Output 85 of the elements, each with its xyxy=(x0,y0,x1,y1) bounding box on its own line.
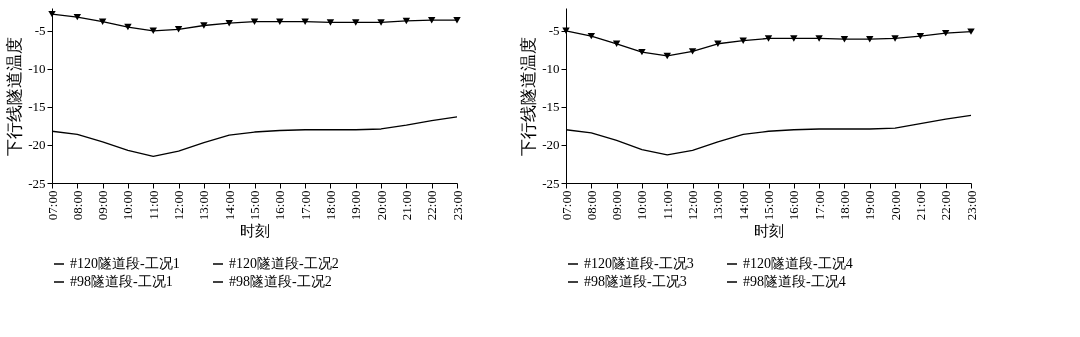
point xyxy=(453,16,461,24)
x-tick-label: 08:00 xyxy=(583,190,599,221)
x-tick-label: 23:00 xyxy=(963,190,979,221)
x-tick-label: 21:00 xyxy=(398,190,414,221)
y-tick-label: -15 xyxy=(542,99,560,115)
x-tick-label: 19:00 xyxy=(862,190,878,221)
legend-label: #120隧道段-工况4 xyxy=(743,256,853,271)
point xyxy=(815,35,823,42)
point xyxy=(967,28,975,35)
x-tick-label: 19:00 xyxy=(348,190,364,221)
legend-label: #98隧道段-工况1 xyxy=(70,274,173,289)
point xyxy=(941,29,950,37)
x-tick-label: 18:00 xyxy=(836,190,852,221)
point xyxy=(916,32,925,40)
x-tick-label: 15:00 xyxy=(761,190,776,221)
x-tick-label: 14:00 xyxy=(221,190,237,221)
y-tick-label: -10 xyxy=(28,61,46,77)
y-tick-label: -5 xyxy=(34,23,46,39)
x-tick-label: 22:00 xyxy=(938,190,954,221)
x-axis-title: 时刻 xyxy=(240,223,270,240)
point xyxy=(326,19,335,26)
point xyxy=(764,35,773,42)
x-tick-label: 21:00 xyxy=(912,190,928,221)
x-tick-label: 18:00 xyxy=(322,190,338,221)
point xyxy=(73,13,82,21)
point xyxy=(200,22,208,29)
point xyxy=(174,26,183,33)
x-tick-label: 11:00 xyxy=(145,190,161,220)
x-tick-label: 12:00 xyxy=(685,190,701,221)
legend-label: #98隧道段-工况2 xyxy=(229,274,332,289)
x-tick-label: 17:00 xyxy=(297,190,313,221)
x-tick-label: 08:00 xyxy=(69,190,85,221)
point xyxy=(840,35,849,43)
point xyxy=(638,48,646,56)
y-tick-label: -5 xyxy=(548,23,560,39)
legend-label: #98隧道段-工况4 xyxy=(743,274,846,289)
x-tick-label: 09:00 xyxy=(609,190,625,221)
point xyxy=(225,20,233,27)
y-tick-label: -15 xyxy=(28,99,46,115)
x-tick-label: 07:00 xyxy=(44,190,60,221)
point xyxy=(377,19,385,26)
point xyxy=(276,18,284,25)
point xyxy=(402,17,411,25)
x-tick-label: 13:00 xyxy=(196,190,212,221)
y-axis-title: 下行线隧道温度 xyxy=(519,36,539,156)
x-tick-label: 16:00 xyxy=(272,190,288,221)
y-tick-label: -20 xyxy=(542,137,560,153)
point xyxy=(48,10,56,18)
x-tick-label: 23:00 xyxy=(449,190,465,221)
y-tick-label: -25 xyxy=(542,175,560,191)
point xyxy=(301,18,309,25)
x-tick-label: 22:00 xyxy=(424,190,440,221)
point xyxy=(587,32,596,40)
point xyxy=(688,48,697,55)
x-tick-label: 12:00 xyxy=(171,190,187,221)
point xyxy=(250,18,259,25)
point xyxy=(866,35,874,43)
x-axis-title: 时刻 xyxy=(754,223,784,240)
y-tick-label: -20 xyxy=(28,137,46,153)
x-tick-label: 10:00 xyxy=(634,190,650,221)
y-axis-title: 下行线隧道温度 xyxy=(5,36,25,156)
x-tick-label: 16:00 xyxy=(786,190,802,221)
legend-label: #120隧道段-工况1 xyxy=(70,256,180,271)
point xyxy=(891,35,899,42)
x-tick-label: 15:00 xyxy=(247,190,262,221)
legend-label: #98隧道段-工况3 xyxy=(584,274,687,289)
legend-label: #120隧道段-工况2 xyxy=(229,256,339,271)
point xyxy=(663,52,671,60)
x-tick-label: 20:00 xyxy=(887,190,903,221)
y-tick-label: -25 xyxy=(28,175,46,191)
x-tick-label: 09:00 xyxy=(95,190,111,221)
x-tick-label: 11:00 xyxy=(659,190,675,220)
x-tick-label: 13:00 xyxy=(710,190,726,221)
x-tick-label: 14:00 xyxy=(735,190,751,221)
x-tick-label: 20:00 xyxy=(373,190,389,221)
legend-label: #120隧道段-工况3 xyxy=(584,256,694,271)
point xyxy=(790,35,798,42)
x-tick-label: 07:00 xyxy=(558,190,574,221)
point xyxy=(427,16,436,24)
x-tick-label: 17:00 xyxy=(811,190,827,221)
x-tick-label: 10:00 xyxy=(120,190,136,221)
point xyxy=(124,23,132,31)
y-tick-label: -10 xyxy=(542,61,560,77)
point xyxy=(352,19,360,26)
point xyxy=(98,18,107,25)
